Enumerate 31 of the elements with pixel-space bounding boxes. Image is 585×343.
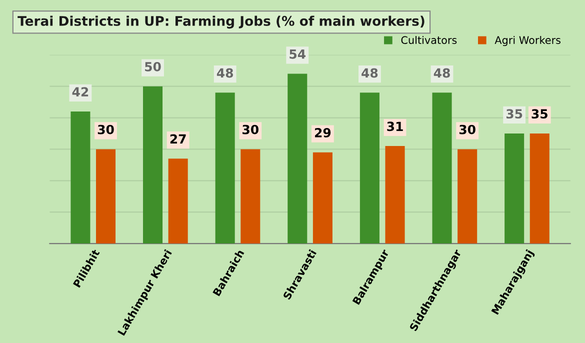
bar [360, 92, 380, 244]
bar [312, 152, 332, 244]
data-label: 30 [242, 124, 258, 134]
bar [70, 111, 90, 244]
data-label: 42 [72, 87, 88, 96]
data-label: 35 [506, 109, 522, 119]
chart-title: Terai Districts in UP: Farming Jobs (% of main workers) [18, 16, 424, 29]
legend-label: Agri Workers [494, 36, 560, 46]
bar [432, 92, 452, 244]
bar [530, 133, 550, 244]
data-label: 48 [362, 68, 378, 78]
bar [288, 74, 308, 244]
data-label: 48 [434, 68, 450, 78]
data-label: 30 [459, 124, 476, 134]
data-label: 30 [98, 124, 114, 134]
data-label: 29 [314, 128, 331, 138]
data-label: 35 [532, 109, 548, 119]
data-label: 50 [145, 62, 161, 72]
bar [504, 133, 524, 244]
bar [240, 149, 260, 244]
data-label: 27 [170, 134, 186, 144]
bar [96, 149, 116, 244]
bar [215, 92, 235, 244]
bar [168, 158, 188, 244]
data-label: 31 [387, 122, 403, 132]
bar [385, 146, 405, 244]
bar [143, 86, 163, 244]
legend-label: Cultivators [401, 36, 457, 44]
bar [458, 149, 478, 244]
data-label: 54 [290, 50, 306, 59]
data-label: 48 [216, 68, 234, 78]
